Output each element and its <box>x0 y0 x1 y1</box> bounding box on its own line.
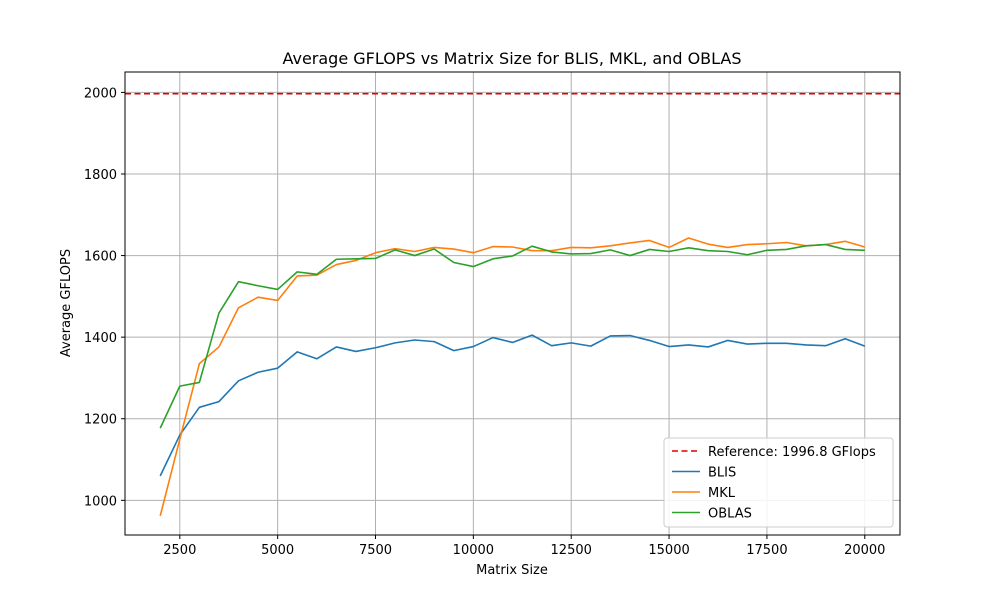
x-tick-label: 5000 <box>261 543 294 558</box>
chart-title: Average GFLOPS vs Matrix Size for BLIS, … <box>282 49 741 68</box>
x-tick-label: 2500 <box>163 543 196 558</box>
grid <box>125 72 900 535</box>
x-tick-label: 7500 <box>359 543 392 558</box>
x-tick-label: 17500 <box>746 543 787 558</box>
legend-label-oblas: OBLAS <box>708 507 752 522</box>
y-tick-label: 1800 <box>84 168 117 183</box>
x-axis: 2500 5000 7500 10000 12500 15000 17500 20000 <box>163 535 885 558</box>
y-tick-label: 2000 <box>84 86 117 101</box>
x-tick-label: 12500 <box>551 543 592 558</box>
legend: Reference: 1996.8 GFlops BLIS MKL OBLAS <box>663 437 894 528</box>
legend-box <box>663 437 894 528</box>
legend-label-reference: Reference: 1996.8 GFlops <box>708 445 876 460</box>
x-tick-label: 15000 <box>648 543 689 558</box>
plot-frame <box>124 71 901 536</box>
y-tick-label: 1200 <box>84 413 117 428</box>
series-line-oblas <box>159 243 865 429</box>
legend-label-blis: BLIS <box>708 466 736 481</box>
legend-label-mkl: MKL <box>708 486 736 501</box>
series-layer <box>159 237 866 517</box>
y-tick-label: 1600 <box>84 250 117 265</box>
series-line-mkl <box>159 237 865 517</box>
y-tick-label: 1000 <box>84 494 117 509</box>
x-tick-label: 10000 <box>453 543 494 558</box>
y-axis-label: Average GFLOPS <box>59 249 74 357</box>
x-tick-label: 20000 <box>844 543 885 558</box>
y-axis: 1000 1200 1400 1600 1800 2000 <box>84 86 125 509</box>
series-line-blis <box>159 334 866 477</box>
x-axis-label: Matrix Size <box>476 563 548 578</box>
y-tick-label: 1400 <box>84 331 117 346</box>
